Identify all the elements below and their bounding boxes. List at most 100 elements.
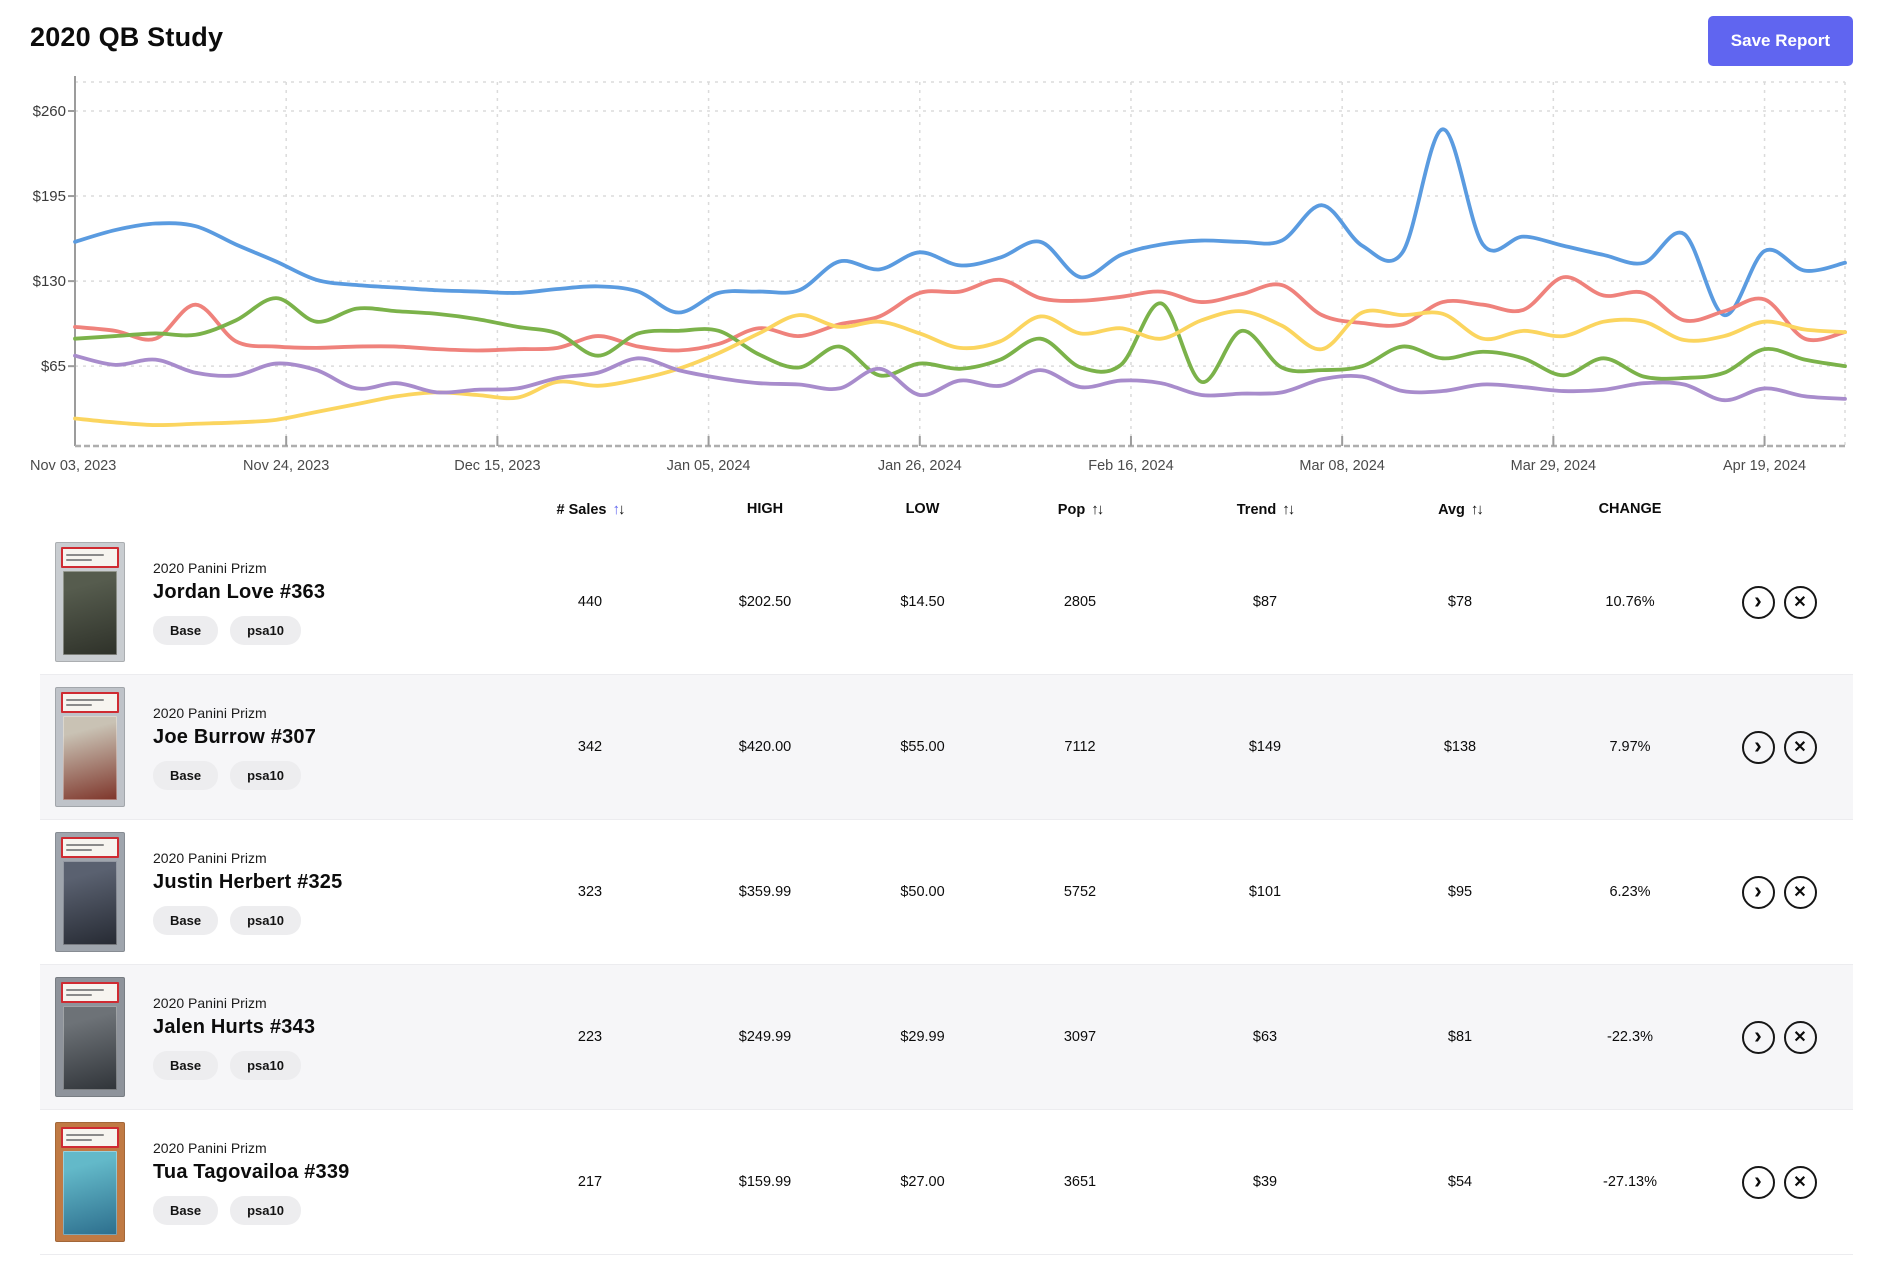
high-value: $420.00 <box>738 739 792 755</box>
card-set: 2020 Panini Prizm <box>153 1139 267 1156</box>
change-value: 10.76% <box>1605 594 1655 610</box>
series-green <box>73 296 1847 384</box>
card-image <box>63 1006 117 1090</box>
trend-value: $39 <box>1252 1174 1278 1190</box>
card-title: Justin Herbert #325 <box>153 870 343 893</box>
sort-icons: ↑↓ <box>612 500 626 518</box>
sort-desc-icon: ↓ <box>1096 500 1104 518</box>
avg-value: $81 <box>1447 1029 1473 1045</box>
x-tick-label: Mar 08, 2024 <box>1299 458 1384 474</box>
tag-grade: psa10 <box>230 615 301 645</box>
high-value: $249.99 <box>738 1029 792 1045</box>
x-tick-label: Mar 29, 2024 <box>1511 458 1596 474</box>
column-label: Avg <box>1438 501 1465 518</box>
close-icon: ✕ <box>1793 1029 1807 1046</box>
open-card-chart-button[interactable]: › <box>1741 875 1775 909</box>
tag-base: Base <box>153 905 219 935</box>
column-label: LOW <box>905 501 940 517</box>
low-value: $14.50 <box>900 594 945 610</box>
tag-base: Base <box>153 615 219 645</box>
tag-grade: psa10 <box>230 760 301 790</box>
trend-value: $63 <box>1252 1029 1278 1045</box>
series-blue <box>73 127 1847 318</box>
price-chart: $260 $195 $130 $65 Nov 03, 2023 Nov 24, 2023 D… <box>30 76 1847 474</box>
table-row[interactable]: 2020 Panini Prizm Joe Burrow #307 Base p… <box>40 675 1853 820</box>
table-row[interactable]: 2020 Panini Prizm Justin Herbert #325 Ba… <box>40 820 1853 965</box>
sort-asc-icon: ↑ <box>1282 500 1289 518</box>
y-tick-label: $260 <box>33 103 66 120</box>
remove-card-button[interactable]: ✕ <box>1783 1020 1817 1054</box>
psa-label <box>61 1127 119 1148</box>
low-value: $27.00 <box>900 1174 945 1190</box>
avg-value: $138 <box>1443 739 1477 755</box>
pop-value: 2805 <box>1063 594 1097 610</box>
sort-asc-icon: ↑ <box>1470 500 1478 518</box>
close-icon: ✕ <box>1793 884 1807 901</box>
card-image <box>63 716 117 800</box>
column-header-sales[interactable]: # Sales ↑↓ <box>500 501 680 518</box>
column-header-trend[interactable]: Trend ↑↓ <box>1165 501 1365 518</box>
card-thumbnail <box>55 687 125 807</box>
cards-table: # Sales ↑↓ HIGH LOW Pop ↑↓ Trend ↑↓ Avg ↑↓ C… <box>0 488 1883 1255</box>
close-icon: ✕ <box>1793 1174 1807 1191</box>
card-image <box>63 861 117 945</box>
remove-card-button[interactable]: ✕ <box>1783 1165 1817 1199</box>
chevron-right-icon: › <box>1754 877 1762 903</box>
card-title: Jalen Hurts #343 <box>153 1015 316 1038</box>
open-card-chart-button[interactable]: › <box>1741 585 1775 619</box>
psa-label <box>61 837 119 858</box>
tag-base: Base <box>153 760 219 790</box>
chevron-right-icon: › <box>1754 732 1762 758</box>
table-row[interactable]: 2020 Panini Prizm Jordan Love #363 Base … <box>40 530 1853 675</box>
open-card-chart-button[interactable]: › <box>1741 1165 1775 1199</box>
x-tick-label: Nov 24, 2023 <box>243 458 329 474</box>
card-set: 2020 Panini Prizm <box>153 559 267 576</box>
high-value: $359.99 <box>738 884 792 900</box>
tag-grade: psa10 <box>230 905 301 935</box>
low-value: $29.99 <box>900 1029 945 1045</box>
tag-grade: psa10 <box>230 1050 301 1080</box>
sort-icons: ↑↓ <box>1470 500 1484 518</box>
remove-card-button[interactable]: ✕ <box>1783 875 1817 909</box>
card-image <box>63 1151 117 1235</box>
open-card-chart-button[interactable]: › <box>1741 730 1775 764</box>
sales-value: 440 <box>577 594 603 610</box>
trend-value: $87 <box>1252 594 1278 610</box>
low-value: $55.00 <box>900 739 945 755</box>
column-header-change: CHANGE <box>1555 501 1705 517</box>
x-tick-label: Apr 19, 2024 <box>1723 458 1806 474</box>
card-thumbnail <box>55 542 125 662</box>
x-tick-label: Dec 15, 2023 <box>454 458 540 474</box>
chevron-right-icon: › <box>1754 587 1762 613</box>
sort-asc-icon: ↑ <box>612 500 620 518</box>
psa-label <box>61 547 119 568</box>
chart-area: $260 $195 $130 $65 Nov 03, 2023 Nov 24, 2023 D… <box>0 66 1883 480</box>
series-yellow <box>73 308 1847 427</box>
column-header-avg[interactable]: Avg ↑↓ <box>1365 501 1555 518</box>
change-value: -27.13% <box>1602 1174 1657 1190</box>
column-header-low: LOW <box>850 501 995 517</box>
x-tick-label: Nov 03, 2023 <box>30 458 116 474</box>
column-label: # Sales <box>556 501 607 518</box>
tag-base: Base <box>153 1050 219 1080</box>
sort-icons: ↑↓ <box>1282 500 1295 518</box>
tag-base: Base <box>153 1195 219 1225</box>
open-card-chart-button[interactable]: › <box>1741 1020 1775 1054</box>
sort-desc-icon: ↓ <box>1287 500 1295 518</box>
remove-card-button[interactable]: ✕ <box>1783 585 1817 619</box>
close-icon: ✕ <box>1793 594 1807 611</box>
column-label: Pop <box>1057 501 1086 518</box>
save-report-button[interactable]: Save Report <box>1707 16 1853 66</box>
column-label: Trend <box>1236 501 1277 518</box>
change-value: 6.23% <box>1609 884 1651 900</box>
change-value: -22.3% <box>1607 1029 1653 1045</box>
table-row[interactable]: 2020 Panini Prizm Jalen Hurts #343 Base … <box>40 965 1853 1110</box>
column-header-pop[interactable]: Pop ↑↓ <box>995 501 1165 518</box>
remove-card-button[interactable]: ✕ <box>1783 730 1817 764</box>
table-header-row: # Sales ↑↓ HIGH LOW Pop ↑↓ Trend ↑↓ Avg ↑↓ C… <box>40 488 1853 530</box>
low-value: $50.00 <box>900 884 945 900</box>
high-value: $159.99 <box>738 1174 792 1190</box>
table-row[interactable]: 2020 Panini Prizm Tua Tagovailoa #339 Ba… <box>40 1110 1853 1255</box>
trend-value: $149 <box>1248 739 1282 755</box>
